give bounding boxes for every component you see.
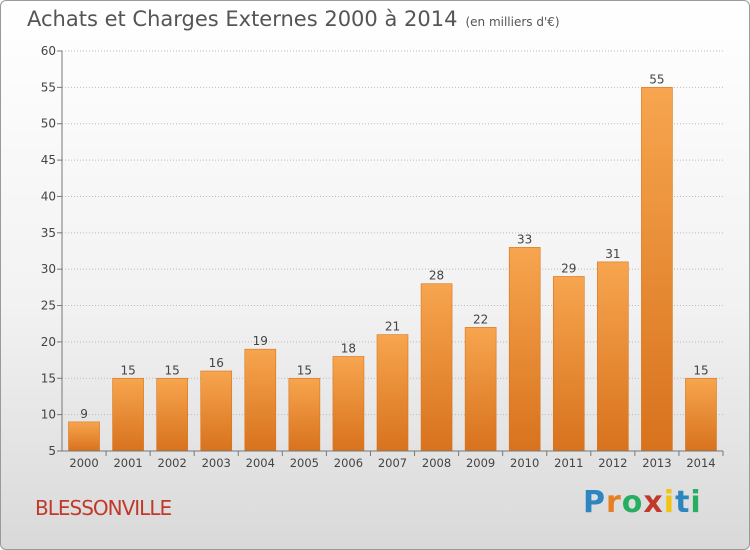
xtick-label-2013: 2013 [642, 456, 671, 470]
xtick-label-2002: 2002 [158, 456, 187, 470]
logo-letter: t [675, 485, 691, 520]
bar-2005 [288, 377, 321, 452]
bar-2008 [420, 283, 453, 452]
chart-unit: (en milliers d'€) [465, 15, 560, 29]
bar-2014 [685, 377, 717, 452]
xtick-label-2006: 2006 [334, 456, 363, 470]
logo-letter: P [583, 485, 606, 520]
xtick-label-2010: 2010 [510, 456, 539, 470]
ytick-label-25: 25 [41, 299, 56, 313]
ytick-label-60: 60 [41, 44, 56, 58]
value-label-2013: 55 [649, 72, 664, 86]
xtick-label-2001: 2001 [113, 456, 142, 470]
bar-2003 [200, 370, 233, 452]
value-label-2009: 22 [473, 312, 488, 326]
xtick-label-2008: 2008 [422, 456, 451, 470]
bar-2010 [508, 247, 541, 452]
value-label-2000: 9 [80, 407, 88, 421]
ytick-label-20: 20 [41, 335, 56, 349]
bar-2000 [68, 421, 100, 452]
bar-2011 [552, 276, 585, 452]
xtick-label-2014: 2014 [686, 456, 715, 470]
xtick-label-2003: 2003 [202, 456, 231, 470]
ytick-label-5: 5 [48, 444, 56, 458]
bar-2004 [244, 348, 277, 452]
logo-letter: i [663, 485, 676, 520]
xtick-label-2007: 2007 [378, 456, 407, 470]
value-label-2007: 21 [385, 320, 400, 334]
value-label-2002: 15 [165, 363, 180, 377]
ytick-label-45: 45 [41, 153, 56, 167]
bar-2012 [597, 261, 629, 452]
ytick-label-10: 10 [41, 408, 56, 422]
bar-layer: 9 15 15 16 19 15 18 21 28 22 33 29 31 55 15 [68, 72, 717, 452]
axis-layer: 5 10 15 20 25 30 35 40 45 50 55 60 2000 2001 2002 2003 2… [41, 44, 724, 470]
value-label-2010: 33 [517, 232, 532, 246]
ytick-label-15: 15 [41, 371, 56, 385]
logo-letter: o [621, 485, 644, 520]
bar-2002 [156, 377, 188, 452]
xtick-label-2009: 2009 [466, 456, 495, 470]
value-label-2006: 18 [341, 341, 356, 355]
xtick-label-2000: 2000 [69, 456, 98, 470]
value-label-2001: 15 [120, 363, 135, 377]
value-label-2005: 15 [297, 363, 312, 377]
value-label-2014: 15 [693, 363, 708, 377]
bar-2006 [332, 356, 365, 452]
chart-title-text: Achats et Charges Externes 2000 à 2014 [27, 7, 458, 31]
bar-2007 [376, 334, 409, 452]
commune-name: BLESSONVILLE [35, 496, 172, 520]
bar-2009 [464, 327, 497, 452]
xtick-label-2004: 2004 [246, 456, 275, 470]
xtick-label-2005: 2005 [290, 456, 319, 470]
logo-letter: r [606, 485, 622, 520]
ytick-label-50: 50 [41, 117, 56, 131]
xtick-label-2012: 2012 [598, 456, 627, 470]
value-label-2008: 28 [429, 269, 444, 283]
bar-2001 [112, 377, 144, 452]
bar-2013 [641, 87, 673, 452]
ytick-label-40: 40 [41, 189, 56, 203]
ytick-label-30: 30 [41, 262, 56, 276]
value-label-2012: 31 [605, 247, 620, 261]
value-label-2004: 19 [253, 334, 268, 348]
ytick-label-35: 35 [41, 226, 56, 240]
chart-title: Achats et Charges Externes 2000 à 2014 (e… [27, 7, 560, 31]
ytick-label-55: 55 [41, 80, 56, 94]
logo-letter: x [643, 485, 664, 520]
xtick-label-2011: 2011 [554, 456, 583, 470]
proxiti-logo: Proxiti [583, 485, 702, 520]
logo-letter: i [690, 485, 702, 520]
value-label-2003: 16 [209, 356, 224, 370]
value-label-2011: 29 [561, 261, 576, 275]
